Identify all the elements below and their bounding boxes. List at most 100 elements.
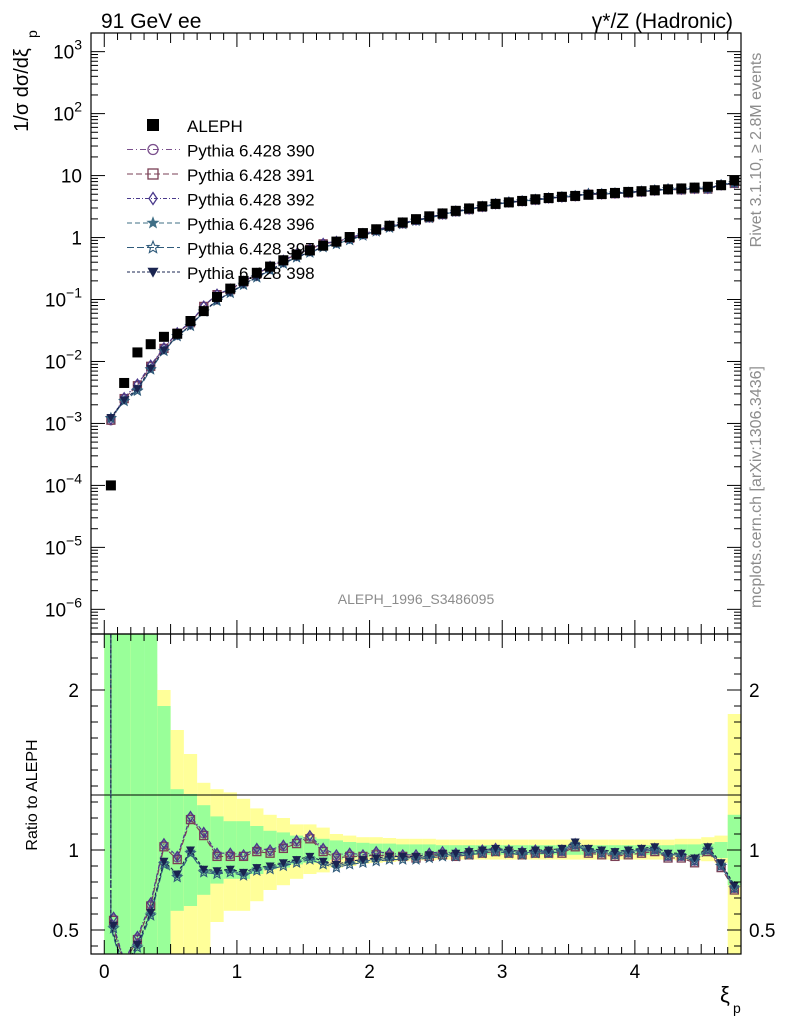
ratio-series-point xyxy=(529,846,542,859)
ratio-series-point xyxy=(504,846,514,855)
ratio-series-point xyxy=(597,846,607,855)
data-point xyxy=(649,185,660,196)
ratio-series-point xyxy=(650,843,660,852)
data-point xyxy=(384,220,395,231)
ratio-series-point xyxy=(107,921,120,934)
ratio-series-point xyxy=(226,847,235,860)
ratio-series-point xyxy=(370,854,383,867)
ratio-series-point xyxy=(449,849,462,862)
ratio-series-point xyxy=(476,846,489,859)
main-y-axis-title-sub: p xyxy=(24,30,40,38)
ratio-series-point xyxy=(292,834,301,847)
data-point xyxy=(503,197,514,208)
ratio-series-point xyxy=(570,838,580,847)
data-point xyxy=(397,217,408,228)
rivet-info: Rivet 3.1.10, ≥ 2.8M events xyxy=(748,53,765,248)
band-inner-bin xyxy=(422,844,436,856)
data-point xyxy=(185,316,196,327)
ratio-series-point xyxy=(159,837,168,850)
main-y-tick-label: 102 xyxy=(53,99,82,126)
data-point xyxy=(357,228,368,239)
data-point xyxy=(212,291,223,302)
data-point xyxy=(596,188,607,199)
ratio-series-point xyxy=(252,846,262,857)
band-inner-bin xyxy=(117,634,131,954)
legend-label: Pythia 6.428 392 xyxy=(187,191,315,210)
ratio-series-point xyxy=(212,851,222,862)
data-point xyxy=(570,190,581,201)
main-y-tick-label: 10−4 xyxy=(45,470,82,497)
data-point xyxy=(450,205,461,216)
ratio-series-point xyxy=(411,852,421,862)
ratio-uncertainty-bands xyxy=(104,634,741,954)
ratio-series-point xyxy=(555,845,569,857)
ratio-series-point xyxy=(462,848,476,861)
ratio-series-point xyxy=(502,846,516,859)
ratio-series-point xyxy=(305,829,314,842)
main-y-tick-label: 10−5 xyxy=(45,532,82,559)
ratio-series-point xyxy=(424,851,434,860)
data-point xyxy=(371,224,382,235)
legend-label: Pythia 6.428 391 xyxy=(187,166,315,185)
ratio-series-point xyxy=(199,865,209,874)
ratio-series-point xyxy=(714,859,728,872)
legend-marker xyxy=(147,168,159,180)
legend-label: Pythia 6.428 390 xyxy=(187,142,315,161)
data-point xyxy=(251,267,262,278)
legend: ALEPH Pythia 6.428 390 Pythia 6.428 391 Pyt… xyxy=(127,117,315,283)
ratio-series-point xyxy=(185,814,196,825)
ratio-series-point xyxy=(172,870,182,879)
ratio-series-point xyxy=(635,845,648,857)
ratio-series-point xyxy=(451,849,461,858)
ratio-series-point xyxy=(265,862,275,871)
ratio-series-point xyxy=(464,848,474,857)
ratio-series-point xyxy=(291,838,302,849)
main-y-tick-label: 10 xyxy=(61,167,82,188)
ratio-series-point xyxy=(436,849,449,862)
main-y-tick-label: 10−1 xyxy=(45,285,82,312)
data-point xyxy=(437,208,448,219)
ratio-series-point xyxy=(213,847,222,860)
data-point xyxy=(318,240,329,251)
ratio-series-point xyxy=(290,856,303,869)
ratio-series-point xyxy=(688,854,701,867)
ratio-series-point xyxy=(383,853,396,865)
ratio-series-point xyxy=(384,852,394,862)
ratio-series-point xyxy=(716,859,726,868)
main-y-tick-label: 10−2 xyxy=(45,346,82,373)
ratio-series-point xyxy=(172,854,182,865)
ratio-series-point xyxy=(157,857,171,870)
ratio-series-point xyxy=(185,846,195,855)
main-y-tick-label: 103 xyxy=(53,37,82,64)
ratio-series-point xyxy=(332,848,341,861)
band-inner-bin xyxy=(144,634,158,954)
data-point xyxy=(344,232,355,243)
ratio-series-point xyxy=(319,842,328,855)
data-point xyxy=(716,180,727,191)
ratio-series-point xyxy=(396,853,409,865)
ratio-series-point xyxy=(489,845,502,857)
main-series-point xyxy=(106,413,116,423)
ratio-series-point xyxy=(583,844,593,854)
ratio-series-point xyxy=(120,965,128,972)
process-label: γ*/Z (Hadronic) xyxy=(592,10,733,33)
x-tick-label: 3 xyxy=(497,962,508,983)
legend-data-marker xyxy=(147,119,159,131)
ratio-series-point xyxy=(210,867,224,880)
ratio-series-point xyxy=(199,830,209,841)
main-y-tick-label: 10−6 xyxy=(45,594,82,621)
ratio-series-point xyxy=(121,956,127,966)
ratio-series-point xyxy=(530,846,540,855)
ratio-series-point xyxy=(237,869,250,881)
data-point xyxy=(304,245,315,256)
data-point xyxy=(702,181,713,192)
ratio-series-point xyxy=(173,850,182,863)
data-point xyxy=(556,191,567,202)
ratio-series xyxy=(107,634,741,972)
ratio-y-tick-label-right: 1 xyxy=(749,841,760,862)
data-point xyxy=(145,339,156,350)
ratio-series-point xyxy=(318,857,328,866)
ratio-series-point xyxy=(252,864,262,873)
legend-label: Pythia 6.428 397 xyxy=(187,240,315,259)
data-point xyxy=(636,186,647,197)
